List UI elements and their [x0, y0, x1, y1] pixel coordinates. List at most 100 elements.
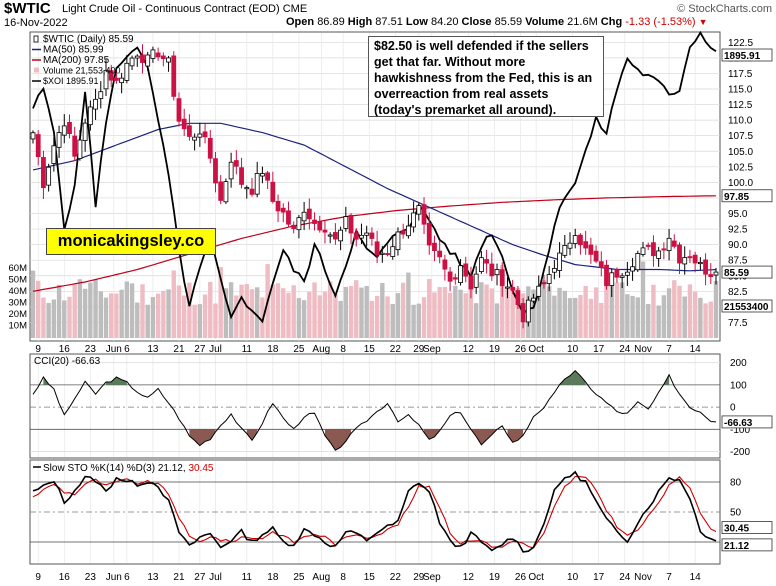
x-axis-label-bottom: 7 — [666, 572, 672, 583]
x-axis-label-bottom: 25 — [293, 572, 305, 583]
volume-bar — [208, 281, 213, 338]
volume-bar — [36, 280, 41, 338]
volume-bar — [395, 293, 401, 338]
candle-up — [192, 136, 198, 141]
candle-up — [551, 268, 557, 273]
x-axis-label-bottom: 18 — [267, 572, 279, 583]
candle-up — [405, 225, 411, 237]
volume-bar — [432, 292, 437, 338]
candle-down — [385, 253, 390, 256]
stoch-tick-label: 50 — [730, 508, 742, 519]
candle-up — [77, 139, 83, 159]
candle-down — [114, 77, 119, 81]
candle-up — [379, 252, 385, 255]
candle-up — [572, 235, 578, 244]
price-tick-label: 122.5 — [728, 38, 753, 49]
candle-down — [176, 98, 182, 122]
candle-up — [197, 133, 203, 138]
chart-date: 16-Nov-2022 — [4, 17, 68, 29]
candle-up — [557, 252, 562, 271]
x-axis-label-bottom: 11 — [242, 572, 253, 583]
volume-bar — [88, 282, 93, 338]
volume-bar — [145, 304, 150, 338]
price-tick-label: 112.5 — [728, 100, 753, 111]
x-axis-label: 19 — [489, 344, 501, 355]
xoi-value-badge-box — [721, 48, 773, 62]
candle-up — [390, 246, 396, 257]
volume-bar — [661, 295, 667, 338]
x-axis-label: 23 — [85, 344, 97, 355]
volume-bar — [275, 283, 281, 338]
candle-down — [312, 219, 317, 224]
price-tick-label: 82.5 — [728, 287, 748, 298]
candle-up — [609, 272, 615, 286]
x-axis-label-bottom: Oct — [528, 572, 544, 583]
volume-bar — [437, 287, 442, 338]
price-tick-label: 92.5 — [728, 225, 748, 236]
candle-up — [619, 275, 625, 278]
volume-bar — [687, 284, 693, 338]
volume-bar — [713, 280, 719, 338]
last-price-badge: 85.59 — [724, 268, 749, 279]
volume-bar — [46, 302, 51, 338]
volume-bar — [343, 286, 349, 338]
stoch-d-badge-box — [721, 521, 773, 534]
volume-bar — [447, 292, 453, 338]
volume-bar — [223, 288, 229, 338]
volume-bar — [588, 298, 594, 338]
volume-bar — [124, 281, 130, 338]
volume-bar — [385, 296, 390, 338]
candle-down — [67, 121, 72, 135]
candle-down — [588, 244, 594, 255]
cci-oversold-fill — [471, 429, 497, 445]
volume-bar — [228, 282, 234, 338]
candle-down — [332, 232, 338, 240]
stoch-tick-label: 80 — [730, 478, 742, 489]
candle-down — [677, 244, 682, 264]
cci-overbought-fill — [559, 370, 586, 385]
candle-down — [249, 188, 255, 195]
candle-down — [187, 125, 192, 137]
candle-up — [536, 285, 542, 297]
candle-down — [140, 54, 145, 63]
volume-bar — [698, 297, 703, 338]
volume-bar — [406, 272, 411, 338]
candle-down — [369, 232, 375, 239]
volume-bar — [281, 288, 286, 338]
candle-up — [656, 250, 662, 259]
candle-up — [98, 91, 104, 99]
candle-down — [468, 275, 474, 290]
volume-bar — [479, 282, 484, 338]
volume-tick-label: 60M — [9, 263, 28, 274]
volume-value-badge-box — [721, 299, 773, 313]
x-axis-label: Jun — [106, 344, 122, 355]
x-axis-label: 13 — [147, 344, 159, 355]
x-axis-label: Nov — [634, 344, 652, 355]
candle-down — [692, 254, 698, 264]
x-axis-label-bottom: Jun — [106, 572, 122, 583]
x-axis-label-bottom: 14 — [690, 572, 702, 583]
volume-bar — [72, 283, 77, 338]
volume-bar — [421, 297, 427, 338]
volume-bar — [364, 285, 369, 338]
stockcharts-logo[interactable]: © StockCharts.com — [677, 3, 772, 15]
volume-bar — [82, 288, 88, 338]
cci-value-badge: -66.63 — [724, 418, 753, 429]
candle-up — [61, 125, 67, 136]
candle-up — [525, 299, 531, 323]
candle-up — [228, 161, 234, 180]
close-label: Close — [461, 16, 492, 28]
candle-up — [134, 55, 140, 59]
volume-bar — [249, 289, 255, 338]
volume-bar — [192, 304, 197, 338]
cci-tick-label: 200 — [730, 358, 747, 369]
volume-bar — [562, 290, 568, 338]
candle-up — [359, 234, 364, 239]
cci-tick-label: -100 — [730, 425, 750, 436]
cci-oversold-fill — [325, 429, 351, 451]
candle-down — [604, 264, 609, 287]
ma200-value-badge: 97.85 — [724, 192, 749, 203]
candle-down — [510, 286, 516, 291]
volume-bar — [510, 290, 515, 338]
candle-down — [353, 232, 359, 240]
